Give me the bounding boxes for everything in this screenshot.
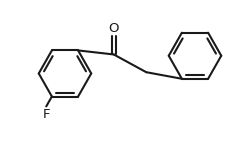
- Text: F: F: [42, 108, 50, 121]
- Text: O: O: [108, 22, 119, 35]
